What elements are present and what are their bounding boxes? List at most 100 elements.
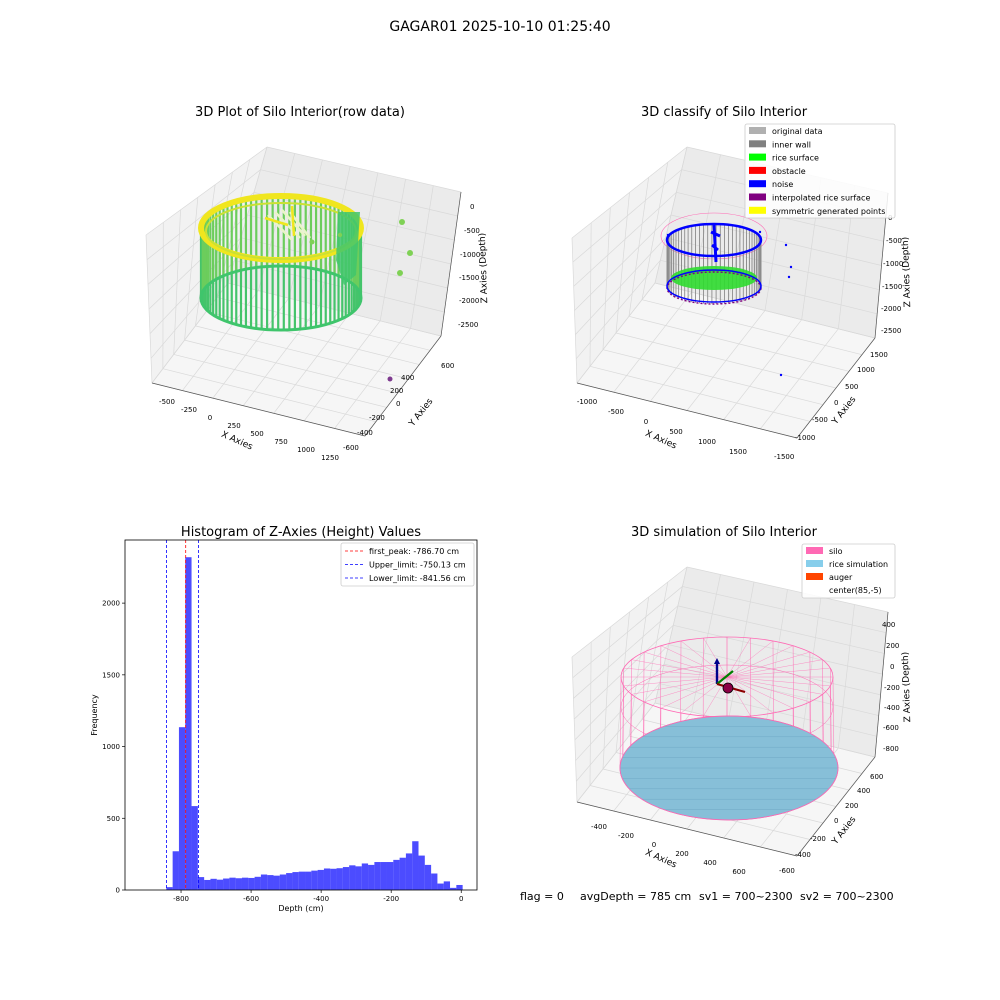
panel2-points [660, 212, 793, 377]
histogram-bar [223, 878, 230, 890]
panel1-xtick: 750 [274, 438, 287, 446]
legend-swatch [806, 547, 823, 554]
panel2-ytick: -1000 [795, 434, 815, 442]
panel2-ztick: -1500 [882, 283, 902, 291]
gridline [650, 301, 729, 402]
panel4-ytick: 400 [857, 787, 870, 795]
histogram-bar [292, 872, 299, 890]
panel1-xtick: 500 [250, 430, 263, 438]
histogram-bar [437, 883, 444, 890]
histogram-bar [210, 878, 217, 890]
panel1-ztick: -2000 [459, 297, 479, 305]
silo-roof-line [726, 676, 823, 695]
class-pink-outline [660, 212, 768, 260]
gridline [379, 179, 406, 321]
silo-roof-line [703, 676, 728, 717]
panel2-ytick: 1000 [857, 366, 875, 374]
histogram-ytick-label: 1500 [102, 671, 120, 679]
silo-roof-line [631, 659, 728, 678]
panel1-xtick: -250 [181, 406, 197, 414]
panel2-ztick: -2500 [881, 327, 901, 335]
gridline [628, 596, 650, 737]
histogram-bar [323, 868, 331, 890]
histogram-vlines [166, 540, 199, 890]
raw-outlier-point [337, 232, 343, 238]
histogram-bar [166, 887, 173, 890]
legend-swatch [749, 206, 766, 214]
histogram-bar [298, 871, 306, 890]
panel1-xtick: 0 [208, 414, 212, 422]
panel4-ztick: -400 [884, 704, 900, 712]
gridline [173, 354, 387, 408]
gridline [273, 313, 350, 414]
panel4-ztick: -200 [884, 684, 900, 692]
gridline [184, 339, 398, 394]
histogram-bar [204, 879, 211, 890]
histogram-bar [431, 873, 438, 890]
panel2-ztick: -2000 [881, 305, 901, 313]
footer-avg-depth: avgDepth = 785 cm [580, 890, 691, 903]
histogram-bar [286, 873, 293, 890]
gridline [686, 310, 766, 411]
gridline [303, 320, 381, 422]
histogram-bars [166, 557, 463, 890]
panel1-ytick: 200 [390, 387, 403, 395]
legend-swatch [749, 153, 766, 161]
histogram-bar [191, 806, 198, 890]
panel4-xticks: -400 -200 0 200 400 600 [591, 823, 746, 876]
panel1-xtick: 1250 [321, 454, 339, 462]
legend-label: original data [772, 127, 823, 136]
silo-roof-line [703, 637, 728, 678]
panel2-ytick: 0 [834, 399, 838, 407]
histogram-bar [330, 868, 337, 890]
panel2-ytick: -500 [812, 416, 828, 424]
gridline [173, 209, 181, 355]
histogram-bar [399, 857, 406, 890]
histogram-bar [197, 877, 205, 890]
auger-y-arrow [716, 670, 734, 685]
panel2-legend-frame [744, 123, 896, 219]
histogram-bar [279, 874, 287, 890]
silo-wall-line [809, 652, 811, 736]
legend-swatch [806, 573, 823, 580]
histogram-xtick-label: -200 [383, 895, 399, 903]
gridline [654, 566, 688, 704]
histogram-ytick-label: 500 [107, 815, 120, 823]
silo-roof-line [726, 676, 774, 714]
silo-roof-line [644, 651, 728, 678]
legend-swatch [749, 166, 766, 174]
panel2-yticks: -1500 -1000 -500 0 500 1000 1500 [774, 351, 888, 461]
histogram-bar [178, 727, 186, 890]
histogram-bar [342, 867, 350, 890]
gridline [641, 162, 669, 300]
panel1-ytick: -400 [357, 429, 373, 437]
panel1-xtick: 1000 [297, 446, 315, 454]
silo-roof-line [726, 637, 751, 678]
panel1-ytick: 400 [401, 374, 414, 382]
gridline [227, 146, 268, 284]
gridline [212, 297, 290, 399]
panel2-legend: original data inner wall rice surface obsta… [744, 123, 896, 219]
gridline [654, 146, 688, 284]
panel2-xtick: 1000 [698, 438, 716, 446]
gridline [266, 146, 462, 193]
histogram-xticks: -800 -600 -400 -200 0 [173, 890, 463, 903]
gridline [410, 185, 434, 329]
panel2-xtick: -500 [608, 408, 624, 416]
panel2-xtick: 0 [644, 418, 648, 426]
class-noise-point [758, 230, 762, 234]
histogram-bar [254, 876, 261, 890]
raw-wall-segment [336, 212, 360, 285]
panel1-zlabel: Z Axies (Depth) [478, 233, 490, 304]
footer-status: flag = 0 avgDepth = 785 cm sv1 = 700~230… [520, 890, 894, 903]
legend-label: noise [772, 180, 793, 189]
histogram-bar [305, 871, 312, 890]
raw-outlier-point [399, 219, 405, 225]
legend-swatch [749, 140, 766, 148]
panel4-ztick: 200 [886, 642, 899, 650]
silo-wall-line [630, 659, 632, 746]
legend-label: auger [829, 573, 853, 582]
histogram-bar [450, 887, 457, 890]
histogram-bar [412, 841, 419, 890]
gridline [571, 237, 578, 384]
